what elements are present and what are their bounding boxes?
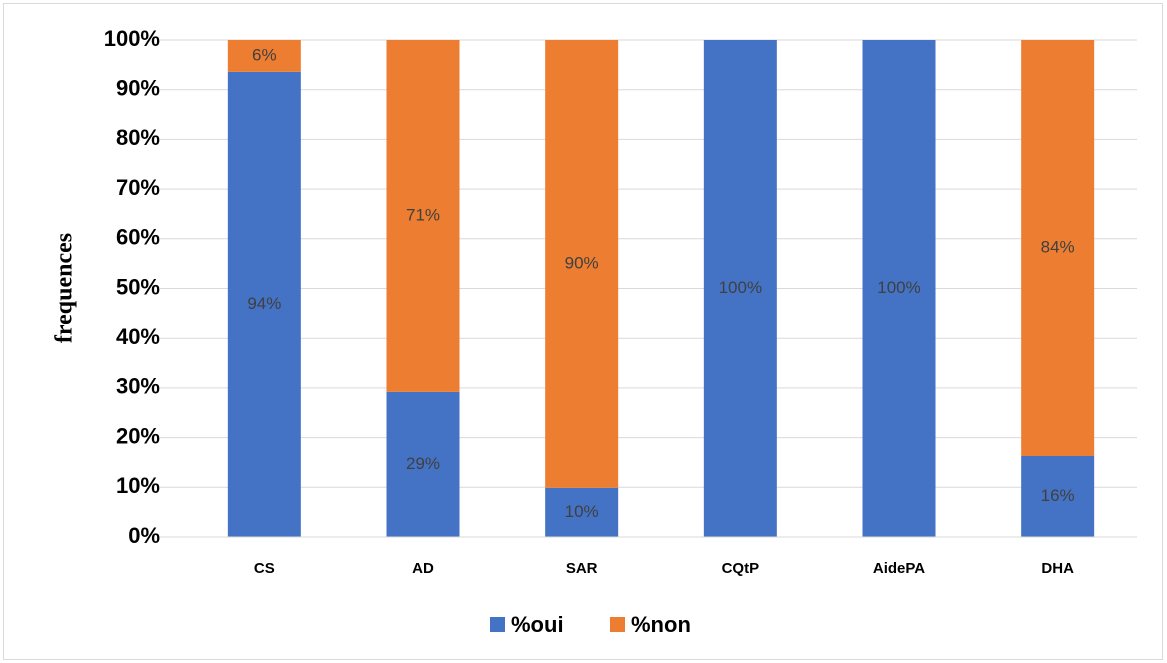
y-tick-label: 10% [116,473,160,498]
y-tick-label: 70% [116,175,160,200]
bar-segment [1021,455,1095,537]
bar-segment [545,487,619,537]
legend-label: %non [631,612,691,637]
y-tick-label: 100% [104,26,160,51]
data-label: 94% [247,294,281,313]
bar-segment [545,40,619,488]
y-tick-label: 40% [116,324,160,349]
data-label: 71% [406,205,440,224]
x-tick-label: CS [254,560,275,577]
bar-segment [1021,40,1095,456]
data-label: 16% [1041,486,1075,505]
x-tick-label: AD [412,560,434,577]
data-label: 29% [406,454,440,473]
x-tick-label: AidePA [873,560,925,577]
bar-segment [227,71,301,538]
data-label: 84% [1041,237,1075,256]
data-label: 6% [252,45,277,64]
y-tick-label: 90% [116,76,160,101]
bar-segment [227,40,301,72]
data-label: 100% [719,278,762,297]
y-axis-title: frequences [52,233,78,343]
legend-swatch [610,617,625,632]
y-tick-label: 20% [116,423,160,448]
y-tick-label: 80% [116,125,160,150]
legend-label: %oui [511,612,564,637]
x-tick-label: SAR [566,560,598,577]
bar-segment [386,391,460,537]
data-label: 100% [877,278,920,297]
bar-segment [703,40,777,537]
x-tick-label: CQtP [722,560,760,577]
y-tick-label: 60% [116,225,160,250]
legend-swatch [490,617,505,632]
y-tick-label: 0% [128,523,160,548]
bar-segment [862,40,936,537]
data-label: 90% [565,253,599,272]
x-tick-label: DHA [1041,560,1074,577]
bar-segment [386,40,460,392]
y-tick-label: 30% [116,374,160,399]
data-label: 10% [565,502,599,521]
y-tick-label: 50% [116,274,160,299]
